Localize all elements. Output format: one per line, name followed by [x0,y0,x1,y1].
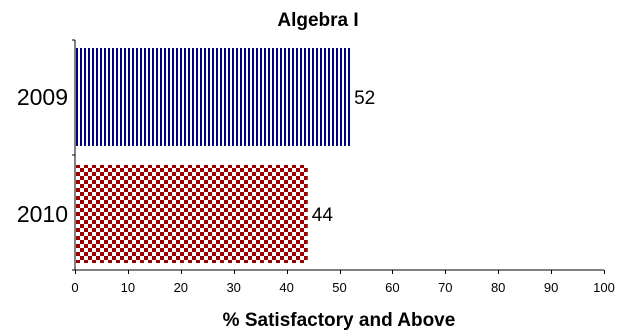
category-label-2009: 2009 [17,84,68,110]
x-tick-label-0: 0 [71,280,78,295]
bars-group [76,48,351,263]
x-tick-label-10: 10 [121,280,135,295]
x-tick-label-40: 40 [279,280,293,295]
chart-title: Algebra I [277,10,358,31]
data-labels: 52 44 [312,88,375,226]
x-axis-ticks: 0 10 20 30 40 50 60 70 80 90 100 [71,39,615,295]
category-labels: 2009 2010 [17,84,68,227]
x-tick-label-30: 30 [226,280,240,295]
x-tick-label-50: 50 [332,280,346,295]
x-tick-label-60: 60 [385,280,399,295]
x-tick-label-70: 70 [438,280,452,295]
category-label-2010: 2010 [17,201,68,227]
x-tick-label-100: 100 [593,280,615,295]
x-tick-label-80: 80 [491,280,505,295]
data-label-2010: 44 [312,205,334,226]
x-tick-label-20: 20 [174,280,188,295]
data-label-2009: 52 [354,88,375,109]
bar-2010 [76,165,308,263]
x-axis-label: % Satisfactory and Above [223,310,456,331]
x-tick-label-90: 90 [544,280,558,295]
bar-2009 [76,48,351,146]
